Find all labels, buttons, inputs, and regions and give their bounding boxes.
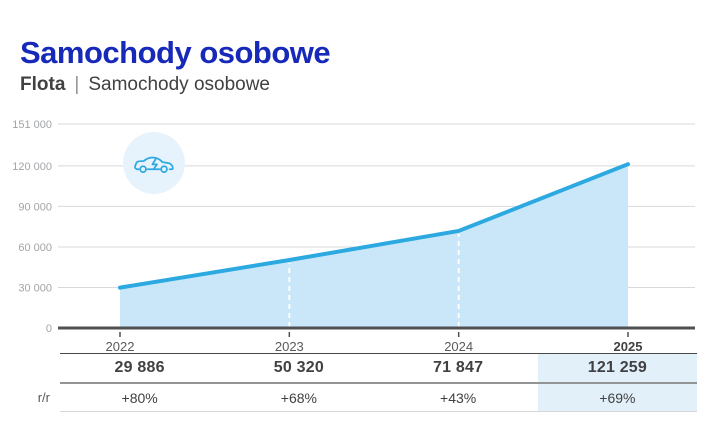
y-axis-labels: 0 30 000 60 000 90 000 120 000 151 000	[12, 119, 52, 335]
y-tick-label: 90 000	[18, 201, 52, 213]
y-tick-label: 60 000	[18, 242, 52, 254]
values-row: 29 886 50 320 71 847 121 259	[60, 354, 697, 384]
yearly-values-table: r/r 29 886 50 320 71 847 121 259 +80% +6…	[0, 353, 697, 412]
y-tick-label: 120 000	[12, 161, 52, 173]
x-tick-label: 2024	[444, 339, 473, 352]
x-tick-label: 2023	[275, 339, 304, 352]
value-cell-2023: 50 320	[273, 359, 324, 376]
breadcrumb-section: Flota	[20, 74, 66, 95]
breadcrumb-separator: |	[74, 74, 80, 95]
electric-car-icon	[134, 156, 174, 173]
breadcrumb: Flota | Samochody osobowe	[20, 74, 270, 96]
rr-cell-2023: +68%	[280, 389, 317, 406]
page-title: Samochody osobowe	[20, 34, 331, 70]
breadcrumb-page: Samochody osobowe	[88, 74, 270, 95]
x-tick-label: 2022	[106, 339, 135, 352]
rr-cell-2024: +43%	[440, 389, 477, 406]
rr-row-label: r/r	[37, 390, 50, 405]
x-tick-label: 2025	[614, 339, 643, 352]
trend-line	[118, 162, 630, 290]
y-tick-label: 0	[46, 323, 52, 335]
ev-car-badge	[123, 132, 185, 194]
dashed-guides	[288, 233, 460, 327]
rr-cell-2022: +80%	[121, 389, 158, 406]
y-tick-label: 30 000	[18, 282, 52, 294]
x-axis-labels: 2022 2023 2024 2025	[106, 339, 643, 354]
fleet-growth-chart: 0 30 000 60 000 90 000 120 000 151 000 2022 202…	[0, 110, 726, 354]
value-cell-2025: 121 259	[537, 354, 697, 382]
y-tick-label: 151 000	[12, 119, 52, 131]
value-cell-2022: 29 886	[114, 359, 165, 376]
rr-row: +80% +68% +43% +69%	[60, 384, 697, 412]
table-grid: 29 886 50 320 71 847 121 259 +80% +68% +…	[60, 353, 697, 412]
value-cell-2024: 71 847	[433, 359, 484, 376]
rr-cell-2025: +69%	[537, 384, 697, 411]
x-axis-ticks	[119, 332, 629, 337]
